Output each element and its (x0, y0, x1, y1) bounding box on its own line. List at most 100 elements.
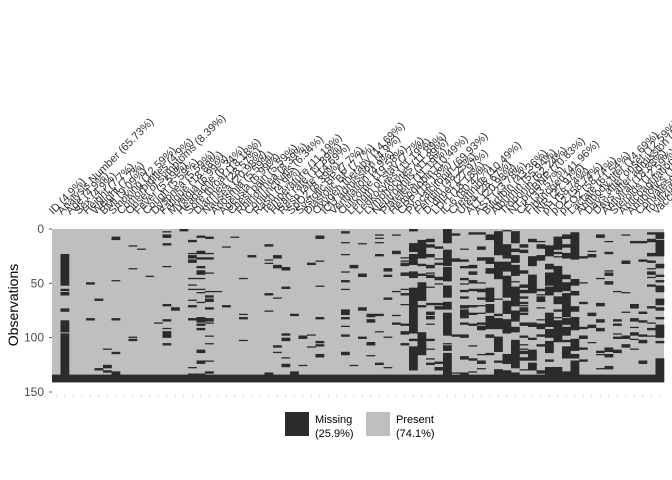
missing-cell-run (400, 272, 410, 276)
missing-cell-run (468, 323, 478, 326)
y-tick-label: 0 (37, 222, 44, 236)
y-tick-label: 100 (24, 331, 44, 345)
missing-cell-run (519, 344, 529, 346)
missing-cell-run (553, 309, 563, 312)
missing-cell-run (366, 342, 376, 346)
missing-cell-run (630, 338, 639, 341)
missing-cell-run (596, 327, 605, 332)
missing-cell-run (375, 374, 384, 383)
missing-cell-run (375, 237, 384, 239)
missing-cell-run (264, 372, 274, 383)
missing-cell-run (205, 343, 214, 345)
missing-cell-run (451, 372, 461, 374)
missing-cell-run (621, 234, 631, 236)
missing-cell-run (324, 374, 333, 383)
missing-cell-run (264, 244, 274, 247)
missing-cell-run (587, 250, 597, 253)
missing-cell-run (468, 345, 478, 347)
missing-cell-run (519, 369, 529, 371)
missing-cell-run (196, 292, 206, 294)
missing-cell-run (655, 263, 665, 269)
missing-cell-run (162, 231, 172, 233)
missing-cell-run (485, 374, 495, 383)
missing-cell-run (460, 334, 469, 338)
missing-cell-run (562, 339, 571, 343)
missing-cell-run (188, 259, 197, 263)
missing-cell-run (613, 290, 622, 293)
missing-cell-run (128, 268, 138, 270)
missing-cell-run (545, 286, 554, 296)
column-labels: ID (4.9%)Analysis Number (65.73%)Age (4.… (47, 101, 672, 218)
missing-cell-run (400, 288, 410, 291)
missing-cell-run (111, 371, 121, 383)
missing-cell-run (562, 293, 571, 318)
missing-cell-run (553, 296, 563, 305)
missing-cell-run (290, 313, 299, 317)
missing-cell-run (196, 301, 206, 304)
missing-cell-run (519, 335, 529, 338)
missing-cell-run (196, 327, 206, 331)
missing-cell-run (519, 270, 529, 274)
missing-cell-run (94, 374, 104, 383)
missing-cell-run (341, 317, 350, 320)
missing-cell-run (205, 335, 214, 337)
missing-cell-run (477, 246, 486, 250)
missing-cell-run (103, 348, 112, 350)
missing-cell-run (426, 315, 435, 320)
missing-cell-run (179, 374, 189, 383)
missing-cell-run (596, 234, 605, 238)
missing-cell-run (400, 260, 410, 262)
missing-cell-run (604, 365, 614, 370)
missing-cell-run (477, 297, 486, 300)
missing-cell-run (545, 367, 554, 383)
missing-cell-run (519, 350, 529, 355)
missing-cell-run (205, 236, 214, 239)
missing-cell-run (647, 327, 656, 331)
missing-cell-run (103, 374, 112, 383)
missing-cell-run (60, 288, 70, 292)
missing-cell-run (315, 340, 325, 344)
missing-cell-run (400, 343, 410, 346)
missing-cell-run (630, 332, 639, 336)
missing-cell-run (426, 348, 435, 350)
missing-cell-run (443, 285, 452, 298)
missing-cell-run (579, 374, 588, 383)
missing-cell-run (349, 364, 359, 367)
missing-cell-run (519, 357, 529, 361)
missing-cell-run (655, 307, 665, 311)
missing-cell-run (613, 333, 622, 335)
missing-cell-run (596, 302, 605, 307)
missing-cell-run (434, 361, 444, 364)
missing-cell-run (570, 290, 580, 296)
missing-cell-run (494, 369, 503, 383)
missing-cell-run (604, 347, 614, 352)
missing-cell-run (341, 374, 350, 383)
missing-cell-run (273, 297, 282, 299)
legend-label: Present (396, 414, 434, 426)
missing-cell-run (536, 296, 546, 302)
missing-cell-run (162, 234, 172, 238)
missing-cell-run (468, 358, 478, 361)
missing-cell-run (205, 295, 214, 298)
missing-cell-run (545, 245, 554, 257)
missing-cell-run (579, 347, 588, 350)
missing-cell-run (86, 282, 95, 285)
missing-cell-run (443, 352, 452, 383)
missing-cell-run (511, 286, 520, 307)
missing-cell-run (94, 368, 104, 371)
missing-cell-run (409, 229, 418, 232)
missing-cell-run (239, 277, 248, 280)
missing-cell-run (477, 312, 486, 314)
missing-cell-run (400, 331, 410, 335)
missing-cell-run (188, 305, 197, 308)
missing-cell-run (417, 374, 427, 383)
missing-cell-run (315, 344, 325, 347)
missing-cell-run (604, 270, 614, 272)
missing-cell-run (188, 373, 197, 383)
missing-cell-run (587, 312, 597, 317)
missing-cell-run (562, 252, 571, 259)
missing-cell-run (613, 349, 622, 354)
missing-cell-run (383, 297, 393, 300)
missing-cell-run (205, 322, 214, 324)
